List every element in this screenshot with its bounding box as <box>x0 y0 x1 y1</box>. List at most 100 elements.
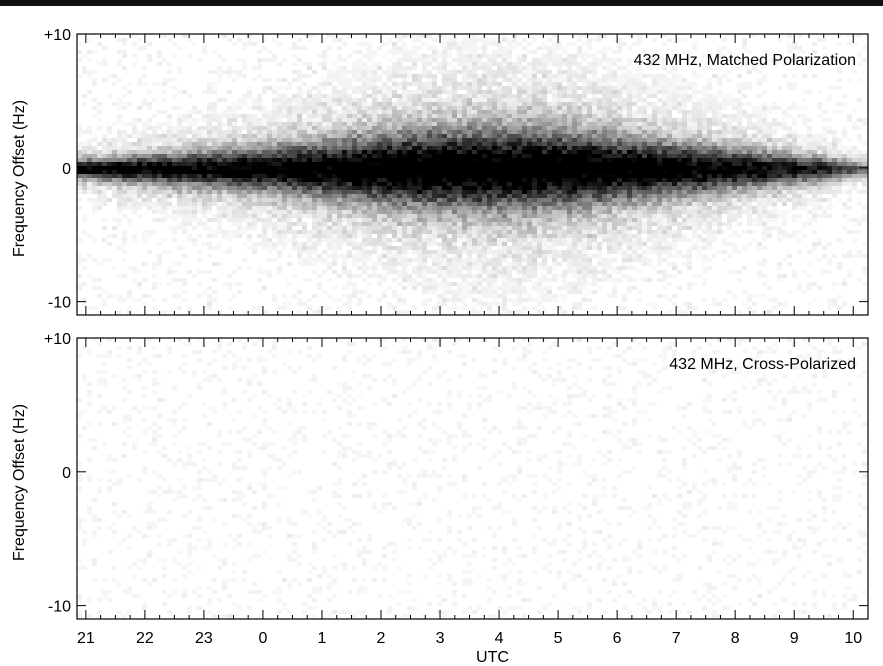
heatmap-cell <box>142 178 147 182</box>
heatmap-cell <box>572 170 577 174</box>
heatmap-cell <box>357 70 362 74</box>
heatmap-cell <box>452 150 457 154</box>
heatmap-cell <box>202 50 207 54</box>
heatmap-cell <box>397 86 402 90</box>
heatmap-cell <box>512 82 517 86</box>
heatmap-cell <box>382 126 387 130</box>
heatmap-cell <box>352 66 357 70</box>
heatmap-cell <box>332 198 337 202</box>
heatmap-cell <box>142 174 147 178</box>
heatmap-cell <box>242 202 247 206</box>
heatmap-cell <box>367 66 372 70</box>
heatmap-cell <box>497 206 502 210</box>
heatmap-cell <box>377 186 382 190</box>
heatmap-cell <box>102 298 107 302</box>
heatmap-cell <box>177 70 182 74</box>
heatmap-cell <box>302 138 307 142</box>
heatmap-cell <box>342 70 347 74</box>
heatmap-cell <box>577 238 582 242</box>
heatmap-cell <box>427 118 432 122</box>
heatmap-cell <box>312 158 317 162</box>
heatmap-cell <box>132 182 137 186</box>
heatmap-cell <box>417 142 422 146</box>
heatmap-cell <box>307 258 312 262</box>
heatmap-cell <box>127 170 132 174</box>
heatmap-cell <box>217 66 222 70</box>
heatmap-cell <box>287 174 292 178</box>
heatmap-cell <box>242 134 247 138</box>
heatmap-cell <box>542 110 547 114</box>
heatmap-cell <box>552 146 557 150</box>
heatmap-cell <box>537 234 542 238</box>
heatmap-cell <box>342 174 347 178</box>
heatmap-cell <box>412 206 417 210</box>
heatmap-cell <box>257 214 262 218</box>
heatmap-cell <box>507 222 512 226</box>
heatmap-cell <box>572 238 577 242</box>
heatmap-cell <box>337 202 342 206</box>
heatmap-cell <box>252 194 257 198</box>
heatmap-cell <box>572 246 577 250</box>
heatmap-cell <box>537 230 542 234</box>
heatmap-cell <box>487 86 492 90</box>
heatmap-cell <box>152 134 157 138</box>
heatmap-cell <box>487 54 492 58</box>
heatmap-cell <box>372 230 377 234</box>
heatmap-cell <box>557 238 562 242</box>
heatmap-cell <box>387 66 392 70</box>
heatmap-cell <box>477 98 482 102</box>
heatmap-cell <box>232 174 237 178</box>
heatmap-cell <box>562 114 567 118</box>
heatmap-cell <box>552 278 557 282</box>
heatmap-cell <box>437 274 442 278</box>
heatmap-cell <box>302 202 307 206</box>
heatmap-cell <box>572 270 577 274</box>
heatmap-cell <box>217 78 222 82</box>
heatmap-cell <box>362 122 367 126</box>
heatmap-cell <box>437 90 442 94</box>
heatmap-cell <box>387 90 392 94</box>
heatmap-cell <box>222 190 227 194</box>
heatmap-cell <box>427 82 432 86</box>
heatmap-cell <box>167 186 172 190</box>
heatmap-cell <box>462 298 467 302</box>
heatmap-cell <box>412 74 417 78</box>
heatmap-cell <box>472 62 477 66</box>
heatmap-cell <box>462 114 467 118</box>
heatmap-cell <box>522 146 527 150</box>
heatmap-cell <box>552 254 557 258</box>
heatmap-cell <box>467 282 472 286</box>
heatmap-cell <box>577 198 582 202</box>
heatmap-cell <box>472 38 477 42</box>
heatmap-cell <box>282 206 287 210</box>
heatmap-cell <box>177 130 182 134</box>
heatmap-cell <box>377 94 382 98</box>
heatmap-cell <box>92 162 97 166</box>
heatmap-cell <box>332 190 337 194</box>
heatmap-cell <box>502 54 507 58</box>
heatmap-cell <box>302 134 307 138</box>
heatmap-cell <box>547 130 552 134</box>
heatmap-cell <box>537 62 542 66</box>
heatmap-cell <box>397 238 402 242</box>
heatmap-cell <box>537 66 542 70</box>
heatmap-cell <box>327 214 332 218</box>
heatmap-cell <box>342 226 347 230</box>
heatmap-cell <box>517 142 522 146</box>
heatmap-cell <box>327 226 332 230</box>
heatmap-cell <box>477 130 482 134</box>
heatmap-cell <box>132 210 137 214</box>
heatmap-cell <box>372 222 377 226</box>
heatmap-cell <box>482 42 487 46</box>
heatmap-cell <box>157 182 162 186</box>
heatmap-cell <box>117 186 122 190</box>
heatmap-cell <box>327 306 332 310</box>
heatmap-cell <box>572 58 577 62</box>
heatmap-cell <box>227 118 232 122</box>
heatmap-cell <box>477 46 482 50</box>
heatmap-cell <box>407 282 412 286</box>
heatmap-cell <box>432 242 437 246</box>
heatmap-cell <box>167 182 172 186</box>
heatmap-cell <box>277 266 282 270</box>
heatmap-cell <box>287 282 292 286</box>
